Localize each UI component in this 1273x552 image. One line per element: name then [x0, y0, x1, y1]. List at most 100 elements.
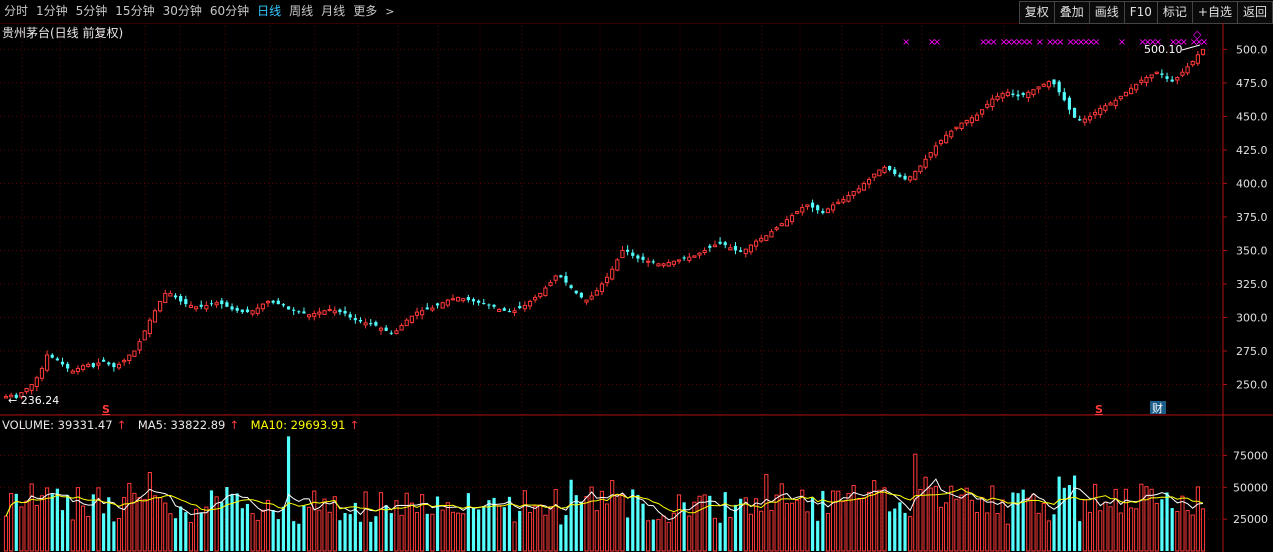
volume-bar-up — [1046, 520, 1051, 552]
volume-bar-down — [471, 508, 476, 551]
candle-body-down — [184, 299, 188, 305]
volume-bar-up — [1175, 510, 1180, 552]
candle-body-up — [712, 244, 718, 248]
tab-intraday[interactable]: 分时 — [4, 4, 29, 18]
volume-bar-down — [245, 503, 250, 551]
candle-body-up — [1185, 66, 1190, 74]
candle-body-up — [851, 190, 856, 196]
volume-bar-up — [877, 489, 882, 552]
volume-bar-down — [276, 519, 280, 551]
volume-bar-up — [363, 491, 368, 552]
chevron-right-icon[interactable]: > — [385, 5, 395, 18]
price-tick-label: 450.0 — [1236, 110, 1268, 123]
candle-body-down — [1011, 93, 1015, 95]
candle-body-up — [666, 262, 671, 267]
signal-marker: × — [1174, 37, 1182, 48]
volume-bar-down — [209, 490, 214, 551]
volume-bar-up — [676, 494, 682, 552]
candle-body-up — [142, 330, 147, 341]
tab-weekly[interactable]: 周线 — [289, 4, 314, 18]
volume-bar-up — [327, 511, 332, 552]
volume-bar-up — [1185, 510, 1190, 552]
volume-bar-up — [944, 502, 949, 552]
candle-body-up — [497, 308, 502, 312]
volume-bar-down — [651, 519, 655, 551]
volume-bar-up — [1134, 508, 1139, 552]
candle-body-up — [163, 292, 168, 303]
candle-body-down — [240, 309, 244, 313]
tab-1min[interactable]: 1分钟 — [36, 4, 68, 18]
candle-body-up — [656, 263, 661, 267]
back-button[interactable]: 返回 — [1236, 1, 1273, 24]
signal-marker: × — [1179, 37, 1187, 48]
candle-body-down — [569, 285, 573, 288]
ma5-line — [5, 478, 1204, 521]
volume-bar-up — [938, 506, 944, 552]
candle-body-up — [800, 207, 805, 213]
candle-body-up — [1195, 54, 1200, 64]
tab-15min[interactable]: 15分钟 — [115, 4, 155, 18]
volume-bar-up — [1041, 503, 1046, 552]
tab-30min[interactable]: 30分钟 — [162, 4, 202, 18]
volume-bar-up — [158, 497, 163, 552]
candle-body-down — [1078, 119, 1082, 121]
price-tick-label: 275.0 — [1236, 345, 1268, 358]
volume-bar-up — [1180, 495, 1185, 552]
candle-body-up — [96, 362, 101, 366]
volume-bar-down — [1016, 493, 1020, 551]
volume-bar-down — [482, 507, 486, 551]
mark-button[interactable]: 标记 — [1156, 1, 1192, 24]
volume-bar-up — [661, 515, 666, 552]
candle-body-up — [1175, 77, 1180, 81]
tab-daily[interactable]: 日线 — [257, 4, 282, 18]
candle-body-up — [692, 255, 697, 258]
candle-body-down — [112, 363, 116, 368]
toolbar: 分时 1分钟 5分钟 15分钟 30分钟 60分钟 日线 周线 月线 更多 > … — [0, 0, 1273, 24]
volume-bar-up — [142, 499, 147, 552]
volume-tick-label: 25000 — [1233, 513, 1268, 526]
volume-bar-up — [851, 485, 856, 552]
add-watchlist-button[interactable]: +自选 — [1191, 1, 1237, 24]
candle-body-down — [389, 332, 393, 334]
volume-bar-up — [193, 508, 199, 552]
volume-bar-up — [1087, 511, 1093, 552]
candle-body-up — [1128, 87, 1134, 95]
adjust-rights-button[interactable]: 复权 — [1018, 1, 1054, 24]
cai-badge — [1150, 401, 1166, 414]
volume-bar-up — [753, 498, 759, 552]
f10-button[interactable]: F10 — [1123, 1, 1157, 24]
tab-monthly[interactable]: 月线 — [321, 4, 346, 18]
candle-body-up — [928, 152, 933, 158]
volume-bar-up — [779, 483, 784, 552]
candle-body-up — [743, 248, 748, 255]
overlay-button[interactable]: 叠加 — [1053, 1, 1089, 24]
volume-bar-up — [75, 487, 81, 552]
volume-bar-down — [1011, 492, 1015, 551]
candle-body-down — [682, 257, 686, 259]
volume-bar-down — [281, 506, 286, 551]
candle-body-up — [445, 299, 450, 306]
candle-body-down — [60, 361, 65, 365]
candle-body-down — [1016, 94, 1020, 97]
candle-body-up — [779, 223, 784, 227]
candle-body-down — [173, 295, 178, 298]
tab-5min[interactable]: 5分钟 — [75, 4, 108, 18]
draw-line-button[interactable]: 画线 — [1088, 1, 1124, 24]
candle-body-up — [1098, 107, 1103, 116]
volume-bar-down — [631, 489, 635, 551]
signal-marker: × — [1118, 37, 1126, 48]
tab-more[interactable]: 更多 — [353, 4, 378, 18]
volume-bar-up — [430, 513, 435, 552]
volume-bar-up — [39, 495, 45, 552]
volume-bar-up — [774, 494, 779, 552]
tab-60min[interactable]: 60分钟 — [209, 4, 250, 18]
volume-bar-down — [636, 494, 640, 551]
volume-bar-up — [949, 485, 954, 552]
candle-body-up — [455, 296, 461, 302]
candle-body-up — [19, 392, 24, 398]
price-tick-label: 500.0 — [1236, 43, 1268, 56]
candle-body-down — [1057, 81, 1061, 93]
signal-marker: × — [1025, 37, 1033, 48]
signal-marker: × — [1005, 37, 1013, 48]
